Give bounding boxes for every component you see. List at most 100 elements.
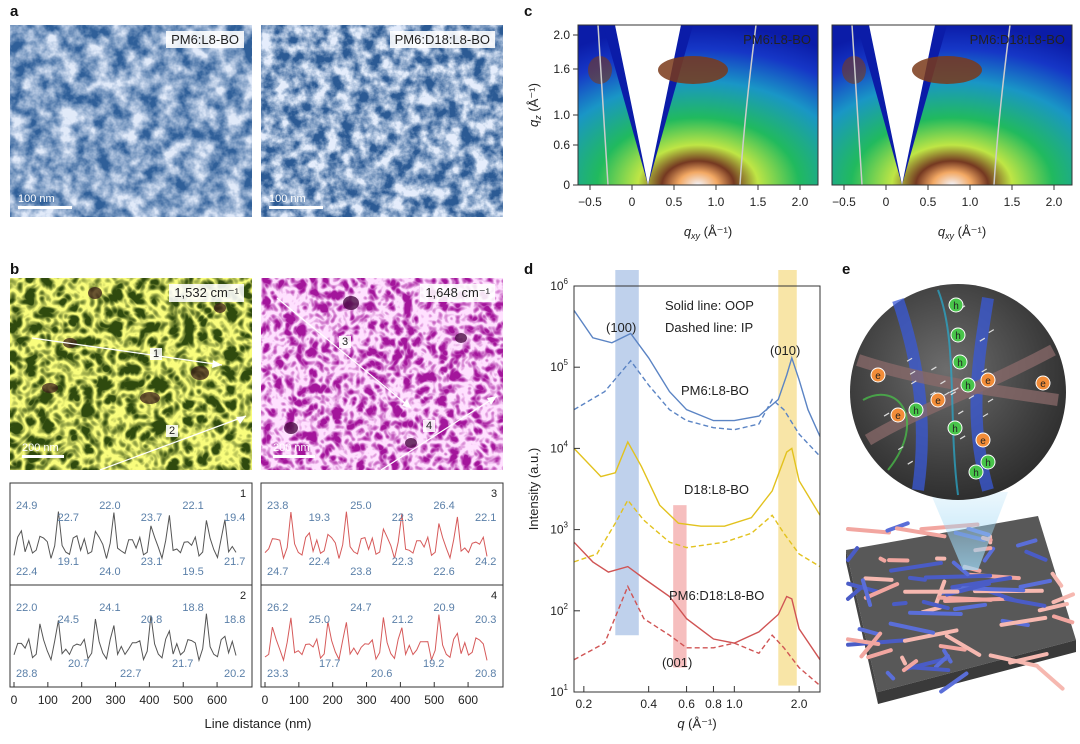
hole-label: h bbox=[965, 381, 971, 392]
electron-label: e bbox=[985, 376, 991, 387]
hole-label: h bbox=[952, 424, 958, 435]
profile-width-label: 23.8 bbox=[350, 566, 371, 578]
series-line-2 bbox=[573, 440, 821, 527]
profile-line bbox=[264, 614, 488, 662]
profile-width-label: 20.6 bbox=[371, 668, 392, 680]
profile-width-label: 26.2 bbox=[267, 602, 288, 614]
x-tick-label: 0.5 bbox=[666, 195, 683, 209]
x-tick-label: 100 bbox=[289, 693, 309, 707]
y-tick-label: 104 bbox=[550, 439, 568, 455]
electron-label: e bbox=[1040, 379, 1046, 390]
line-label-3: 3 bbox=[339, 336, 352, 348]
profile-width-label: 20.8 bbox=[141, 614, 162, 626]
fiber bbox=[862, 393, 908, 471]
electron-icon bbox=[930, 392, 946, 408]
ir-image-1532: 1 2 1,532 cm⁻¹ 200 nm bbox=[10, 278, 252, 470]
ir-wavenumber-tag: 1,648 cm⁻¹ bbox=[420, 284, 495, 302]
x-tick-label: 0.4 bbox=[640, 697, 657, 711]
x-tick-label: 1.0 bbox=[708, 195, 725, 209]
x-tick-label: 0 bbox=[883, 195, 890, 209]
x-axis-label: Line distance (nm) bbox=[205, 716, 312, 731]
y-tick-label: 0 bbox=[563, 178, 570, 192]
profile-width-label: 22.4 bbox=[16, 566, 37, 578]
x-tick-label: 200 bbox=[323, 693, 343, 707]
peak-010-label: (010) bbox=[770, 343, 801, 358]
giwaxs-image-1: PM6:L8-BO bbox=[577, 24, 819, 186]
profile-width-label: 24.0 bbox=[99, 566, 120, 578]
x-tick-label: 300 bbox=[357, 693, 377, 707]
hole-icon bbox=[948, 297, 964, 313]
scale-bar: 200 nm bbox=[22, 442, 64, 458]
afm-tag: PM6:D18:L8-BO bbox=[389, 31, 495, 48]
y-tick-label: 102 bbox=[550, 602, 568, 618]
hole-icon bbox=[952, 354, 968, 370]
profile-line bbox=[264, 511, 488, 560]
profile-width-label: 20.7 bbox=[68, 658, 89, 670]
profile-width-label: 22.7 bbox=[58, 512, 79, 524]
profile-width-label: 22.4 bbox=[309, 556, 330, 568]
line-profile-1 bbox=[31, 337, 223, 366]
profile-frame-3: 3 23.8 19.3 25.0 22.3 26.4 22.1 24.7 22.4 23.8 22.… bbox=[260, 482, 504, 586]
y-axis-label: qz (Å⁻¹) bbox=[526, 83, 543, 127]
series-label-d18-l8bo: D18:L8-BO bbox=[684, 482, 750, 497]
profile-id: 4 bbox=[491, 590, 497, 602]
line-label-4: 4 bbox=[423, 420, 436, 432]
line-profile-2 bbox=[99, 415, 247, 470]
profile-width-label: 23.3 bbox=[267, 668, 288, 680]
hole-label: h bbox=[955, 331, 961, 342]
x-tick-label: 400 bbox=[139, 693, 159, 707]
profile-id: 3 bbox=[491, 488, 497, 500]
series-line-0 bbox=[573, 310, 821, 437]
peak-band-2 bbox=[778, 270, 797, 686]
x-tick-label: 200 bbox=[72, 693, 92, 707]
y-tick-label: 106 bbox=[550, 277, 568, 293]
hole-label: h bbox=[913, 406, 919, 417]
fiber bbox=[856, 354, 1059, 406]
x-tick-label: 0.2 bbox=[576, 697, 593, 711]
x-axis-label: qxy (Å⁻¹) bbox=[684, 224, 732, 241]
series-line-1 bbox=[573, 359, 821, 457]
x-axis-label: qxy (Å⁻¹) bbox=[938, 224, 986, 241]
profile-width-label: 22.0 bbox=[16, 602, 37, 614]
panel-label-b: b bbox=[10, 261, 20, 278]
hole-label: h bbox=[953, 301, 959, 312]
profile-width-label: 23.7 bbox=[141, 512, 162, 524]
x-tick-label: 0 bbox=[629, 195, 636, 209]
x-tick-label: 0 bbox=[11, 693, 18, 707]
profile-width-label: 17.7 bbox=[319, 658, 340, 670]
giwaxs-panel: PM6:L8-BO PM6:D18:L8-BO −0.5 0 0.5 1.0 1.5 2.0… bbox=[526, 24, 1073, 241]
y-tick-label: 103 bbox=[550, 521, 568, 537]
profile-width-label: 19.3 bbox=[309, 512, 330, 524]
x-tick-label: 500 bbox=[173, 693, 193, 707]
x-tick-label: 400 bbox=[390, 693, 410, 707]
profile-width-label: 20.2 bbox=[224, 668, 245, 680]
x-tick-label: 500 bbox=[424, 693, 444, 707]
line-profiles-chart: 1 24.9 22.7 22.0 23.7 22.1 19.4 22.4 19.1 24.0 23.… bbox=[9, 482, 504, 731]
profile-width-label: 19.2 bbox=[423, 658, 444, 670]
electron-icon bbox=[870, 367, 886, 383]
profile-line bbox=[13, 613, 237, 663]
scale-bar: 200 nm bbox=[273, 442, 315, 458]
profile-width-label: 22.7 bbox=[120, 668, 141, 680]
series-line-4 bbox=[573, 541, 821, 661]
profile-width-label: 23.1 bbox=[141, 556, 162, 568]
profile-width-label: 25.0 bbox=[350, 500, 371, 512]
profile-width-label: 19.5 bbox=[182, 566, 203, 578]
x-tick-label: 600 bbox=[207, 693, 227, 707]
y-tick-label: 1.6 bbox=[553, 62, 570, 76]
profile-width-label: 24.7 bbox=[267, 566, 288, 578]
x-tick-label: 0.8 bbox=[705, 697, 722, 711]
hole-icon bbox=[947, 420, 963, 436]
x-tick-label: 0.6 bbox=[678, 697, 695, 711]
x-tick-label: 100 bbox=[38, 693, 58, 707]
x-tick-label: 1.0 bbox=[726, 697, 743, 711]
hole-icon bbox=[950, 327, 966, 343]
ir-image-1648: 3 4 1,648 cm⁻¹ 200 nm bbox=[261, 278, 503, 470]
x-tick-label: 600 bbox=[458, 693, 478, 707]
line-label-1: 1 bbox=[150, 348, 163, 360]
afm-tag: PM6:L8-BO bbox=[166, 31, 244, 48]
profile-width-label: 19.1 bbox=[58, 556, 79, 568]
series-line-3 bbox=[573, 498, 821, 568]
fiber bbox=[892, 298, 928, 491]
